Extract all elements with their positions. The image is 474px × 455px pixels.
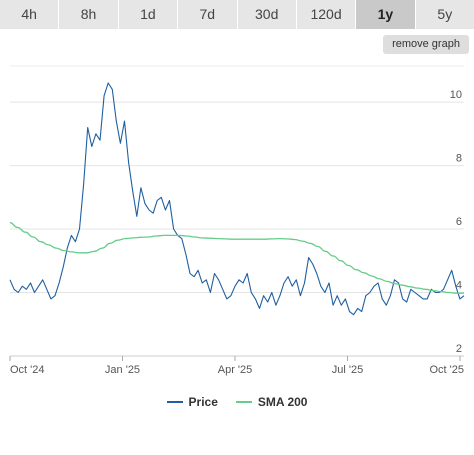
tab-1d[interactable]: 1d xyxy=(118,0,179,29)
remove-graph-button[interactable]: remove graph xyxy=(383,35,469,54)
tab-7d[interactable]: 7d xyxy=(178,0,238,29)
timeframe-tabs: 4h 8h 1d 7d 30d 120d 1y 5y xyxy=(0,0,474,29)
x-tick-label: Jan '25 xyxy=(105,364,140,376)
y-tick-label: 6 xyxy=(456,216,462,228)
price-chart: 2 4 6 8 10 Oct '24 Jan '25 Apr '25 Jul '25 Oct '2… xyxy=(9,65,465,376)
y-tick-label: 8 xyxy=(456,153,462,165)
chart-legend: Price SMA 200 xyxy=(0,392,474,412)
tab-5y[interactable]: 5y xyxy=(415,0,474,29)
legend-price-label: Price xyxy=(188,395,218,409)
tab-30d[interactable]: 30d xyxy=(237,0,297,29)
legend-sma-label: SMA 200 xyxy=(257,395,308,409)
sma-200-line xyxy=(9,222,465,294)
x-tick-label: Oct '25 xyxy=(429,364,464,376)
tab-120d[interactable]: 120d xyxy=(296,0,357,29)
tab-8h[interactable]: 8h xyxy=(59,0,119,29)
y-tick-label: 10 xyxy=(450,89,462,101)
legend-price-swatch xyxy=(166,401,183,403)
y-tick-label: 2 xyxy=(456,343,462,355)
x-tick-label: Oct '24 xyxy=(10,364,45,376)
x-tick-label: Apr '25 xyxy=(218,364,253,376)
x-tick-label: Jul '25 xyxy=(332,364,363,376)
legend-item-sma[interactable]: SMA 200 xyxy=(235,395,308,409)
tab-1y[interactable]: 1y xyxy=(356,0,416,29)
tab-4h[interactable]: 4h xyxy=(0,0,60,29)
price-line xyxy=(9,82,465,316)
y-tick-label: 4 xyxy=(456,280,462,292)
legend-item-price[interactable]: Price xyxy=(166,395,218,409)
legend-sma-swatch xyxy=(235,401,252,403)
